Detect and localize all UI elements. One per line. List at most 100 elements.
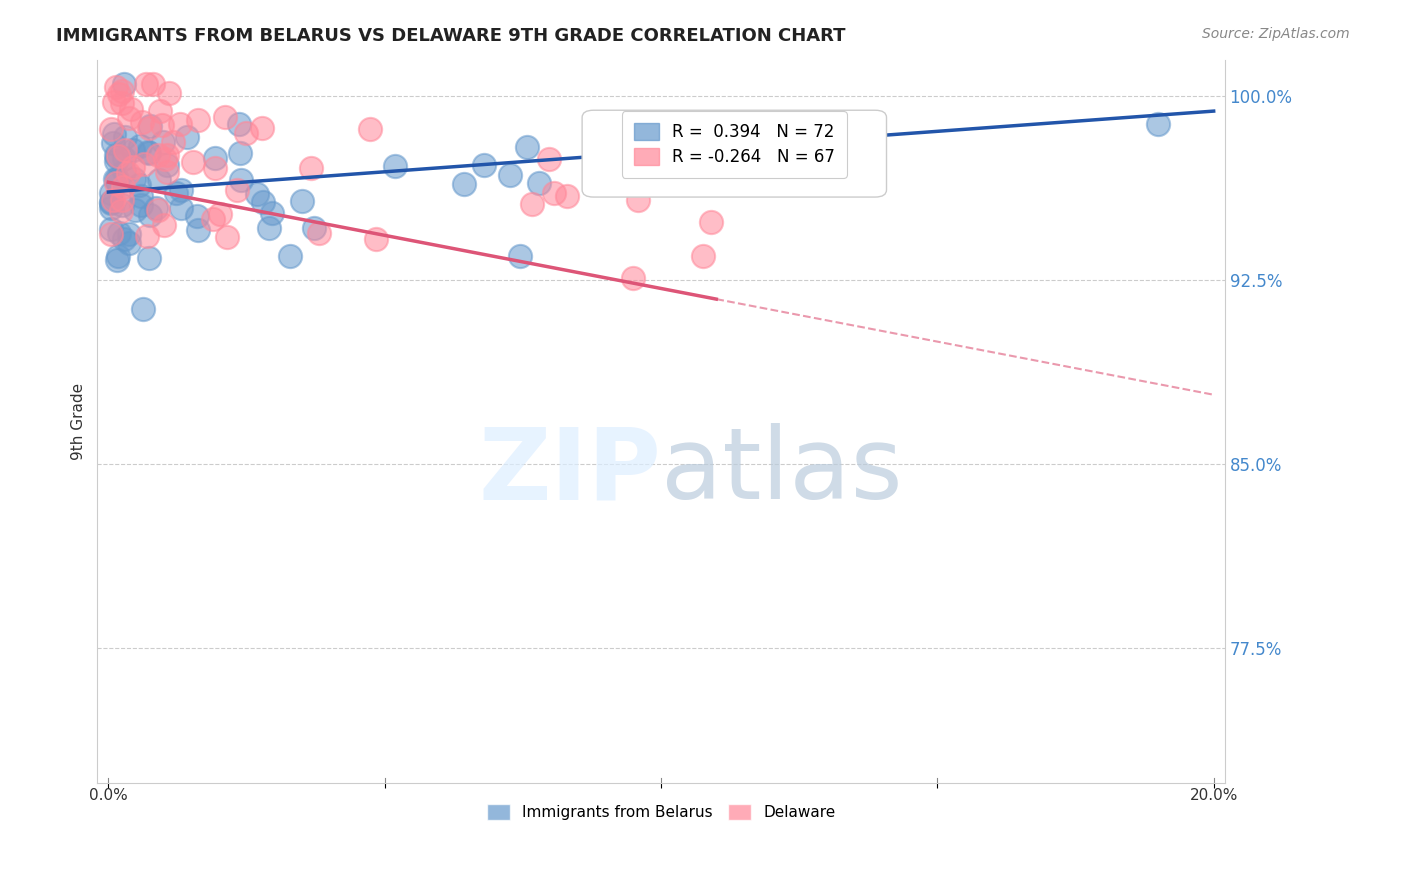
Point xyxy=(111,193,134,207)
Point xyxy=(100,222,122,236)
Point xyxy=(146,202,169,217)
Text: ZIP: ZIP xyxy=(478,424,661,520)
Point xyxy=(129,188,152,202)
Point xyxy=(153,152,176,166)
Point xyxy=(107,87,129,101)
Point xyxy=(101,136,124,150)
Point xyxy=(135,77,157,91)
Point xyxy=(186,209,208,223)
Point xyxy=(176,130,198,145)
Text: IMMIGRANTS FROM BELARUS VS DELAWARE 9TH GRADE CORRELATION CHART: IMMIGRANTS FROM BELARUS VS DELAWARE 9TH … xyxy=(56,27,846,45)
Point xyxy=(499,168,522,182)
Point xyxy=(165,186,187,200)
Point xyxy=(692,249,714,263)
Legend: Immigrants from Belarus, Delaware: Immigrants from Belarus, Delaware xyxy=(481,797,841,826)
Point xyxy=(114,143,136,157)
Point xyxy=(543,186,565,201)
Point xyxy=(623,271,645,285)
Point xyxy=(453,177,475,191)
Point xyxy=(157,86,180,100)
FancyBboxPatch shape xyxy=(582,111,887,197)
Point xyxy=(105,174,128,188)
Point xyxy=(118,111,141,125)
Point xyxy=(187,113,209,128)
Point xyxy=(104,176,127,190)
Point xyxy=(132,302,155,317)
Point xyxy=(209,207,232,221)
Point xyxy=(122,143,145,157)
Point xyxy=(299,161,322,175)
Point xyxy=(135,228,157,243)
Point xyxy=(226,183,249,197)
Point xyxy=(246,186,269,201)
Point xyxy=(170,202,193,216)
Point xyxy=(291,194,314,208)
Point xyxy=(100,196,122,211)
Point xyxy=(697,161,720,175)
Point xyxy=(170,184,193,198)
Point xyxy=(107,171,129,186)
Point xyxy=(302,221,325,235)
Point xyxy=(252,195,274,210)
Point xyxy=(522,197,544,211)
Point xyxy=(117,166,139,180)
Point xyxy=(121,160,143,174)
Point xyxy=(110,204,132,219)
Point xyxy=(217,229,239,244)
Point xyxy=(100,122,122,136)
Point xyxy=(104,153,127,168)
Point xyxy=(139,119,162,133)
Point xyxy=(108,227,131,241)
Point xyxy=(156,158,179,172)
Point xyxy=(231,172,253,186)
Point xyxy=(138,145,160,160)
Y-axis label: 9th Grade: 9th Grade xyxy=(72,383,86,460)
Point xyxy=(139,208,162,222)
Point xyxy=(149,103,172,118)
Point xyxy=(700,215,723,229)
Point xyxy=(131,115,153,129)
Point xyxy=(527,176,550,190)
Point xyxy=(187,223,209,237)
Point xyxy=(627,193,650,207)
Point xyxy=(100,195,122,210)
Point xyxy=(111,84,134,98)
Point xyxy=(138,121,160,136)
Point xyxy=(555,189,578,203)
Point xyxy=(1147,117,1170,131)
Point xyxy=(156,147,179,161)
Point xyxy=(100,227,122,241)
Point xyxy=(153,218,176,232)
Point xyxy=(112,152,135,166)
Point xyxy=(104,172,127,186)
Point xyxy=(145,201,167,215)
Point xyxy=(169,117,191,131)
Text: 20.0%: 20.0% xyxy=(1189,788,1237,803)
Point xyxy=(128,178,150,192)
Point xyxy=(364,232,387,246)
Point xyxy=(162,135,184,149)
Point xyxy=(107,249,129,263)
Text: 0.0%: 0.0% xyxy=(89,788,128,803)
Point xyxy=(250,120,273,135)
Point xyxy=(509,249,531,263)
Point xyxy=(107,149,129,163)
Point xyxy=(103,95,125,109)
Point xyxy=(593,131,616,145)
Point xyxy=(105,150,128,164)
Point xyxy=(112,180,135,194)
Point xyxy=(100,201,122,215)
Point xyxy=(101,193,124,207)
Text: Source: ZipAtlas.com: Source: ZipAtlas.com xyxy=(1202,27,1350,41)
Point xyxy=(103,127,125,141)
Point xyxy=(201,212,224,227)
Point xyxy=(150,119,173,133)
Point xyxy=(114,232,136,246)
Point xyxy=(111,95,134,110)
Point xyxy=(148,148,170,162)
Point xyxy=(112,77,135,91)
Point xyxy=(214,111,236,125)
Point xyxy=(262,205,284,219)
Point xyxy=(537,153,560,167)
Point xyxy=(129,198,152,212)
